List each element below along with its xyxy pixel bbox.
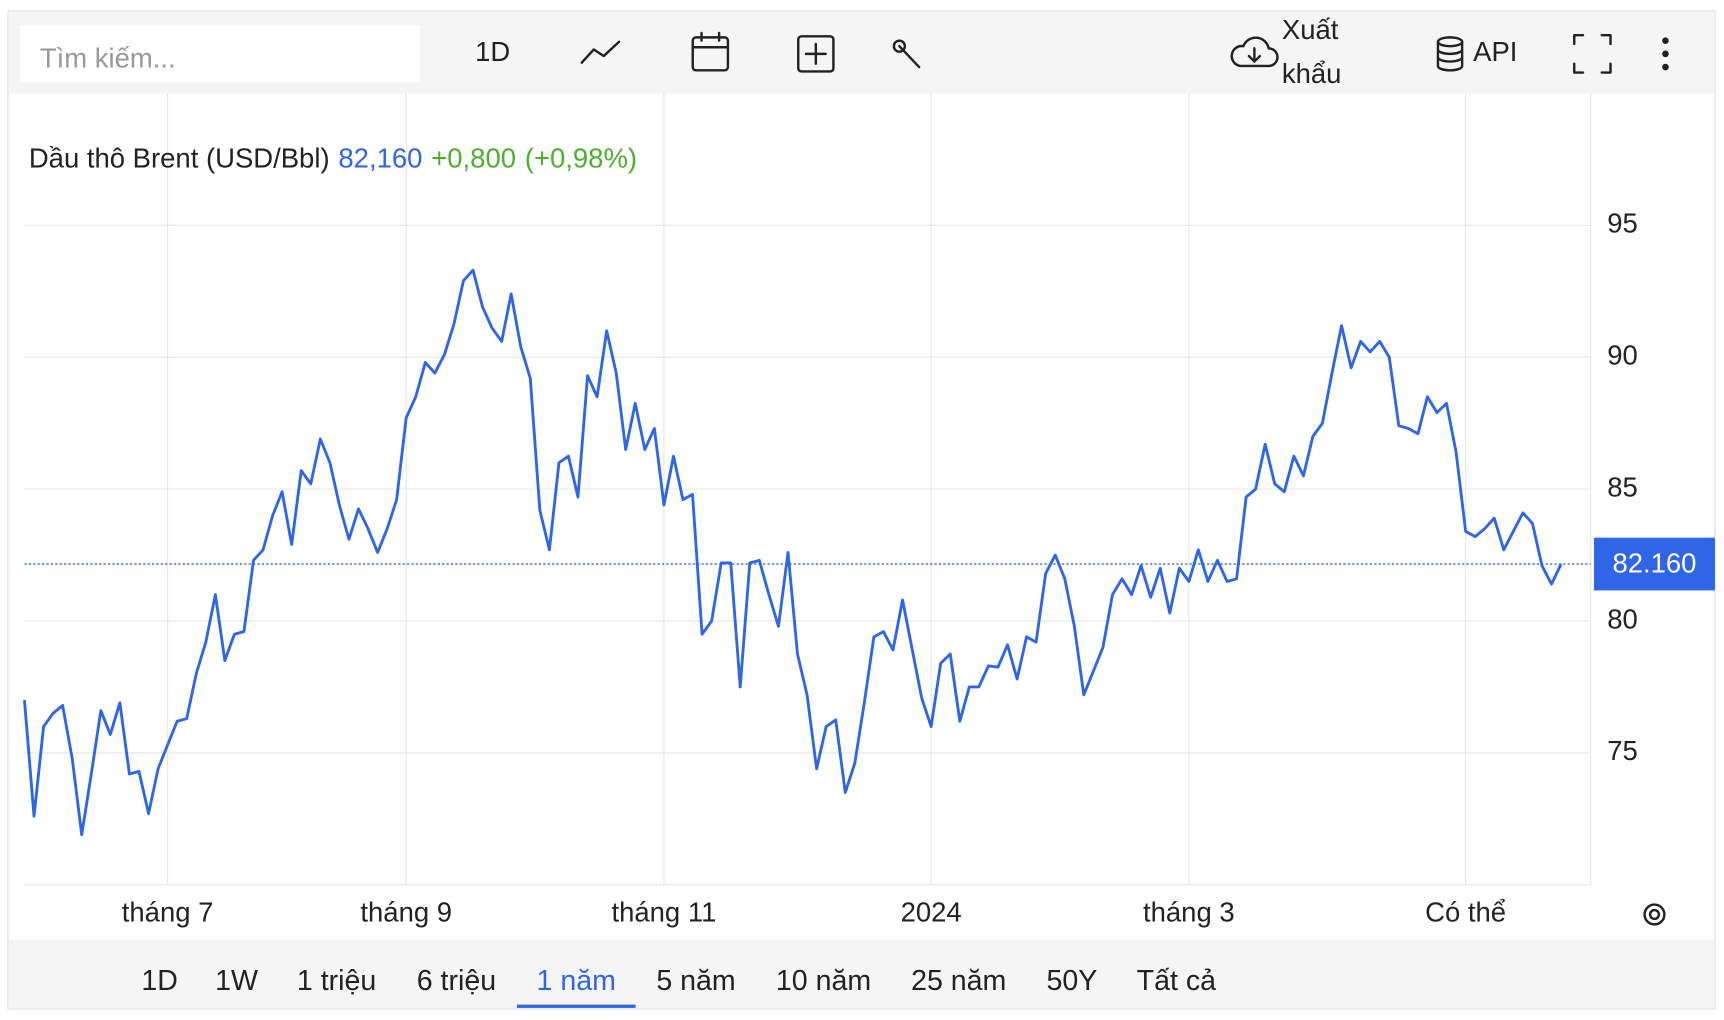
settings-gear[interactable] <box>1643 903 1666 926</box>
frame <box>7 10 1716 1010</box>
search-placeholder: Tìm kiếm... <box>40 43 176 74</box>
range-button[interactable]: 5 năm <box>656 965 735 997</box>
chart-header: Dầu thô Brent (USD/Bbl) 82,160 +0,800 (+0,9… <box>29 143 637 174</box>
range-button[interactable]: 1 triệu <box>297 965 376 997</box>
range-button[interactable]: 25 năm <box>911 965 1006 997</box>
x-tick-label: tháng 9 <box>360 897 452 928</box>
y-tick-label: 95 <box>1607 208 1638 239</box>
api-label[interactable]: API <box>1473 36 1517 67</box>
header-change-pct: (+0,98%) <box>525 143 637 174</box>
export-icon[interactable] <box>1230 36 1279 68</box>
fullscreen-icon[interactable] <box>1573 33 1612 74</box>
range-button[interactable]: 1D <box>141 965 178 997</box>
interval-button[interactable]: 1D <box>475 36 510 67</box>
export-label[interactable]: khẩu <box>1282 58 1342 89</box>
range-button[interactable]: Tất cả <box>1137 965 1216 997</box>
price-line-series <box>23 268 1563 837</box>
header-title: Dầu thô Brent (USD/Bbl) <box>29 143 330 174</box>
range-button[interactable]: 10 năm <box>776 965 871 997</box>
more-icon[interactable] <box>1662 37 1669 71</box>
x-tick-label: 2024 <box>901 897 962 928</box>
range-bar <box>9 939 1714 1008</box>
y-tick-label: 85 <box>1607 471 1638 502</box>
header-change: +0,800 <box>431 143 516 174</box>
range-button[interactable]: 6 triệu <box>417 965 496 997</box>
settings-wrench-icon[interactable] <box>892 39 921 69</box>
price-label-box <box>1594 537 1715 591</box>
x-tick-label: tháng 7 <box>122 897 214 928</box>
x-tick-label: tháng 11 <box>611 897 716 928</box>
y-tick-label: 90 <box>1607 339 1638 370</box>
calendar-icon[interactable] <box>691 31 730 72</box>
add-icon[interactable] <box>797 35 835 73</box>
y-tick-label: 75 <box>1607 735 1638 766</box>
search-box[interactable] <box>20 25 421 83</box>
api-icon[interactable] <box>1436 36 1464 72</box>
price-label: 82.160 <box>1612 547 1696 578</box>
header-price: 82,160 <box>338 143 422 174</box>
x-tick-label: tháng 3 <box>1143 897 1235 928</box>
export-label[interactable]: Xuất <box>1282 14 1339 45</box>
range-button[interactable]: 50Y <box>1047 965 1098 997</box>
range-button[interactable]: 1 năm <box>537 965 616 997</box>
x-tick-label: Có thể <box>1425 897 1506 928</box>
y-tick-label: 80 <box>1607 603 1638 634</box>
range-button[interactable]: 1W <box>215 965 258 997</box>
range-active-underline <box>516 1004 636 1008</box>
line-type-icon[interactable] <box>580 40 621 64</box>
